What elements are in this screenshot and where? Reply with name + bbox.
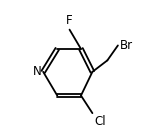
Text: N: N (33, 65, 41, 78)
Text: Br: Br (120, 39, 133, 52)
Text: Cl: Cl (94, 115, 106, 128)
Text: F: F (66, 14, 73, 27)
